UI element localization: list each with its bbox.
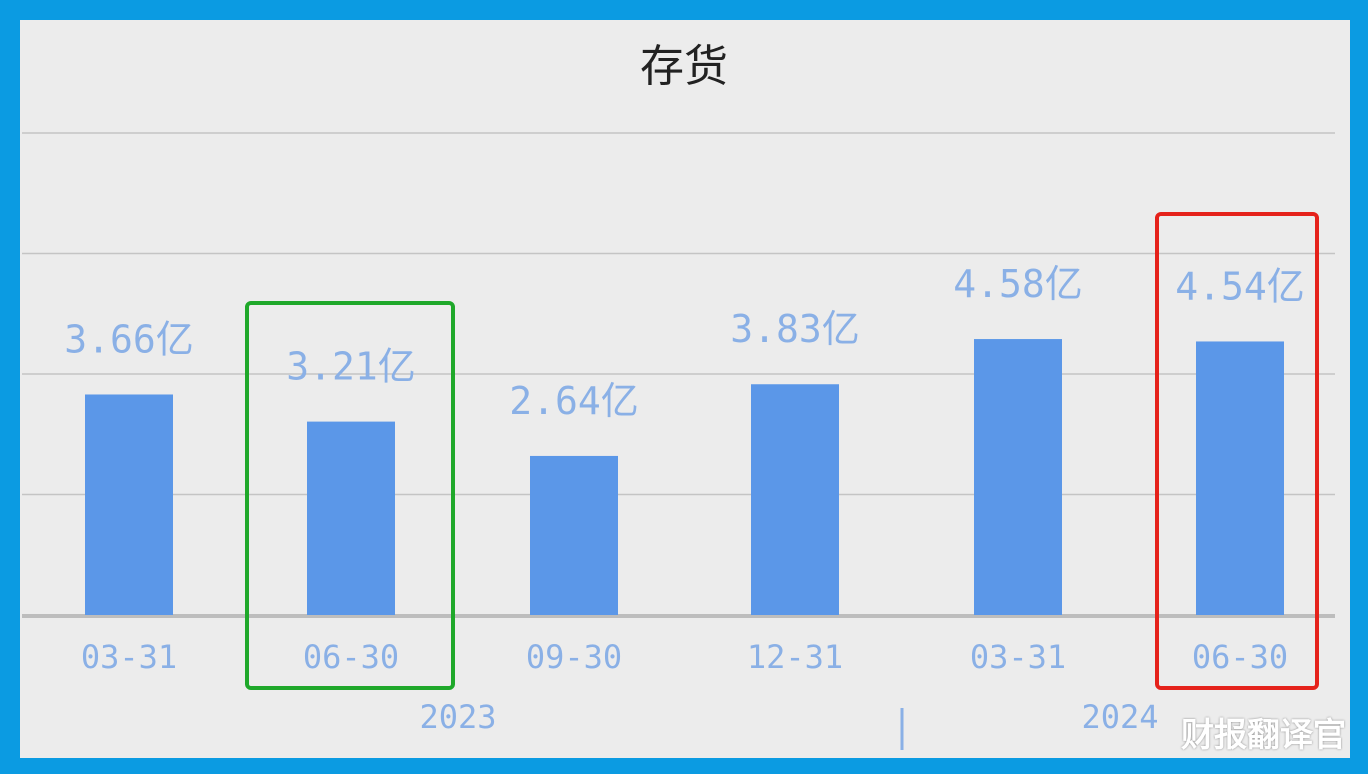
- bar: [530, 455, 618, 615]
- bar: [307, 421, 395, 615]
- x-tick-label: 09-30: [526, 638, 622, 676]
- highlight-box: [1155, 212, 1319, 690]
- data-label: 2.64亿: [509, 379, 639, 423]
- year-label: 2024: [1081, 698, 1158, 736]
- chart-title: 存货: [640, 41, 728, 92]
- bar: [1196, 341, 1284, 615]
- bar: [974, 339, 1062, 615]
- x-tick-label: 03-31: [970, 638, 1066, 676]
- x-tick-label: 12-31: [747, 638, 843, 676]
- highlight-box: [245, 301, 455, 690]
- x-tick-label: 03-31: [81, 638, 177, 676]
- watermark: 财报翻译官: [1181, 715, 1346, 754]
- data-label: 4.58亿: [953, 262, 1083, 306]
- chart-panel: [20, 20, 1350, 758]
- bar: [85, 394, 173, 615]
- data-label: 3.83亿: [730, 307, 860, 351]
- bar: [751, 384, 839, 615]
- data-label: 3.21亿: [286, 345, 416, 389]
- x-tick-label: 06-30: [303, 638, 399, 676]
- x-tick-label: 06-30: [1192, 638, 1288, 676]
- data-label: 3.66亿: [64, 317, 194, 361]
- data-label: 4.54亿: [1175, 264, 1305, 308]
- year-label: 2023: [419, 698, 496, 736]
